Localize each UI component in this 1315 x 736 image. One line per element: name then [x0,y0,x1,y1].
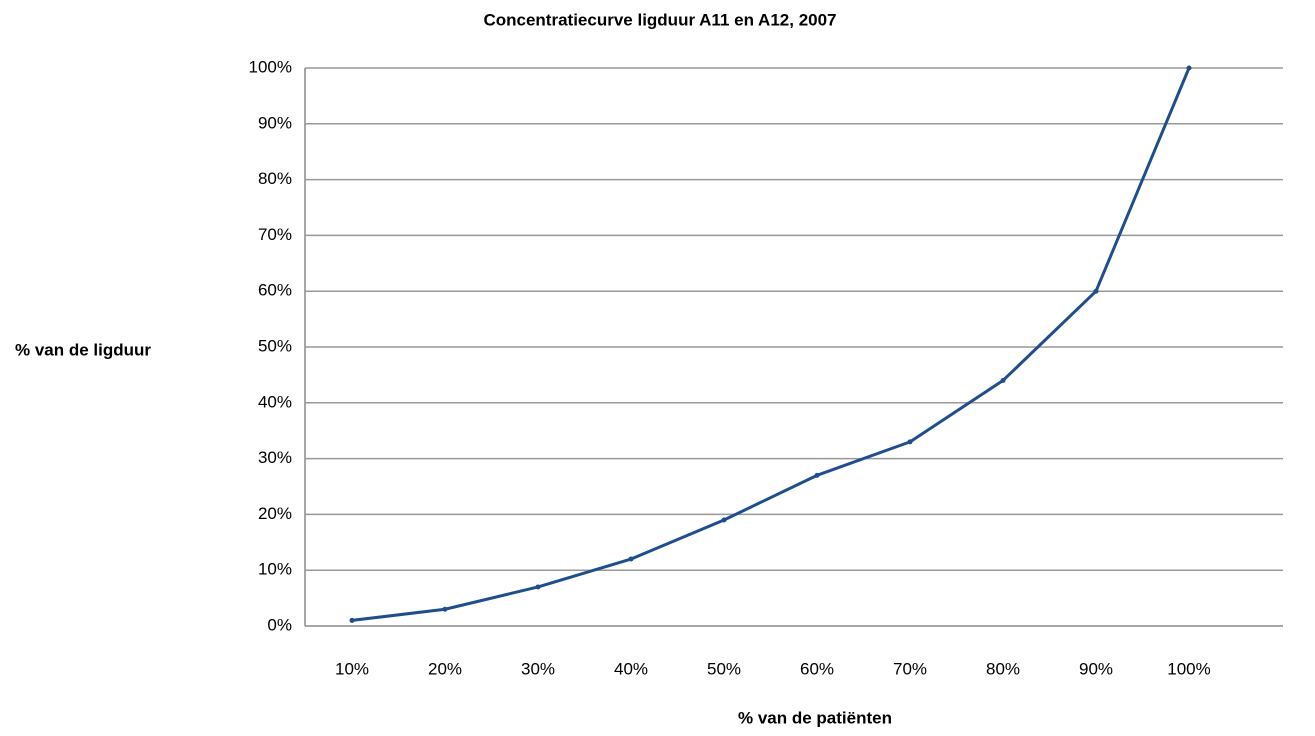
data-point [814,472,820,478]
x-tick-label: 20% [428,659,462,678]
data-point [349,617,355,623]
y-tick-label: 30% [258,448,292,467]
data-point [1186,65,1192,71]
data-point [442,606,448,612]
x-tick-label: 80% [986,659,1020,678]
data-point [628,556,634,562]
chart-title: Concentratiecurve ligduur A11 en A12, 20… [483,10,836,29]
y-tick-label: 60% [258,281,292,300]
y-tick-label: 70% [258,225,292,244]
x-tick-label: 100% [1167,659,1210,678]
x-tick-label: 30% [521,659,555,678]
y-tick-label: 10% [258,560,292,579]
x-tick-label: 50% [707,659,741,678]
x-tick-label: 10% [335,659,369,678]
data-line [351,67,1191,622]
data-point [721,517,727,523]
y-tick-label: 40% [258,392,292,411]
y-tick-label: 80% [258,169,292,188]
x-tick-label: 70% [893,659,927,678]
y-tick-label: 20% [258,504,292,523]
y-tick-label: 50% [258,336,292,355]
x-tick-label: 40% [614,659,648,678]
y-tick-label: 0% [267,615,292,634]
x-axis-label: % van de patiënten [738,708,892,727]
data-point [1093,288,1099,294]
data-point [907,439,913,445]
data-point [1000,377,1006,383]
y-tick-label: 100% [249,57,292,76]
x-tick-label: 90% [1079,659,1113,678]
y-tick-label: 90% [258,113,292,132]
y-axis-label: % van de ligduur [15,340,151,359]
data-point [535,584,541,590]
x-tick-label: 60% [800,659,834,678]
